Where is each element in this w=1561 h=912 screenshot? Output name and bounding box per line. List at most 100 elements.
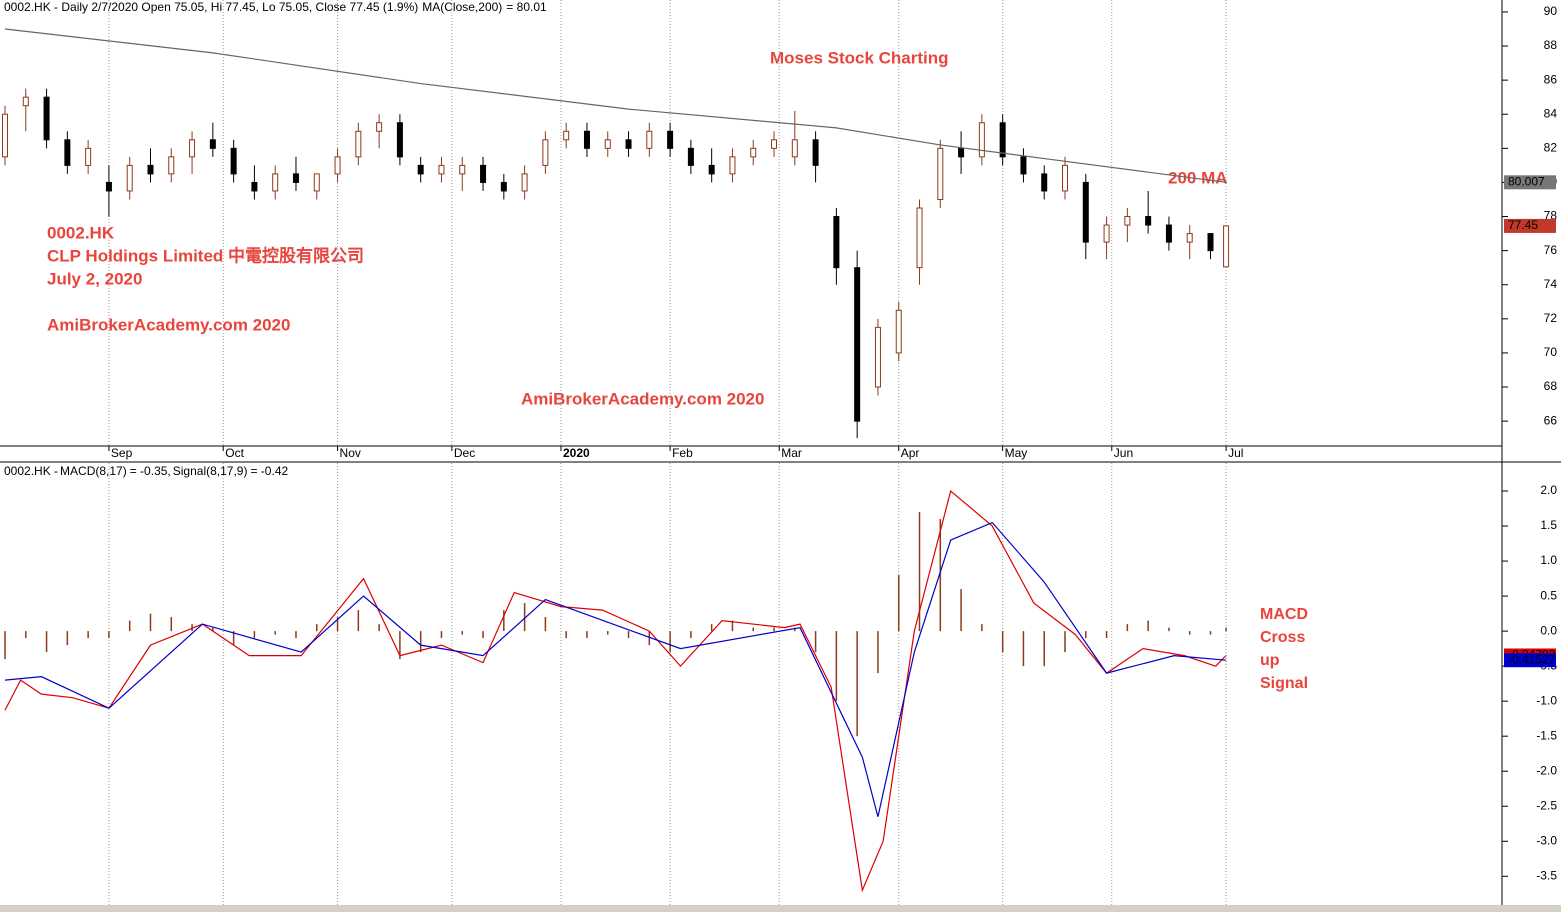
close-last-label-text: 77.45 [1508,218,1538,232]
annotation: up [1260,652,1280,669]
candle-body [230,147,237,175]
candle-body [978,122,985,158]
candle-body [999,122,1006,158]
candle-body [667,130,674,149]
candle-body [272,173,279,192]
candle-body [43,96,50,141]
y-tick-label: -2.0 [1536,763,1557,777]
candle-body [355,130,362,158]
candle-body [376,122,383,132]
annotation: CLP Holdings Limited 中電控股有限公司 [47,245,364,265]
x-tick-label: Dec [454,446,475,460]
candle-body [1103,224,1110,243]
y-tick-label: 72 [1544,311,1558,325]
candle-body [1223,225,1230,268]
candle-body [583,130,590,149]
x-tick-label: Nov [340,446,361,460]
annotation: Moses Stock Charting [770,48,949,67]
candle-body [646,130,653,149]
candle-body [168,156,175,175]
candle-body [2,113,8,158]
last-value-label-text: -0.41527 [1508,652,1556,666]
y-tick-label: 90 [1544,4,1558,18]
annotation: MACD [1260,606,1308,623]
chart-title: 0002.HK - Daily 2/7/2020 Open 75.05, Hi … [4,0,418,14]
y-tick-label: 66 [1544,413,1558,427]
legend-value: = -0.35, [130,464,171,478]
candle-body [625,139,632,149]
x-tick-label: 2020 [563,446,590,460]
candle-body [687,147,694,166]
macd-line [4,521,1227,817]
candle-body [1082,181,1089,243]
candle-body [812,139,819,166]
candle-body [126,164,133,192]
y-tick-label: -3.5 [1536,868,1557,882]
annotation: 200 MA [1168,168,1228,187]
candle-body [750,147,757,158]
legend-entry: MA(Close,200) [422,0,502,14]
y-tick-label: 2.0 [1540,483,1557,497]
candle-body [874,326,881,388]
annotation: Signal [1260,675,1308,692]
y-tick-label: 1.5 [1540,518,1557,532]
ma-last-label-text: 80.007 [1508,174,1545,188]
candle-body [64,139,71,166]
candle-body [1165,224,1172,243]
y-tick-label: 84 [1544,106,1558,120]
candle-body [937,147,944,200]
candle-body [1020,156,1027,175]
candle-body [729,156,736,175]
x-tick-label: Apr [901,446,920,460]
sheet-tabs[interactable] [0,905,1561,912]
y-tick-label: 0.0 [1540,623,1557,637]
macd-line [4,489,1227,893]
candle-body [147,164,154,175]
y-tick-label: 82 [1544,141,1558,155]
candle-body [209,139,216,149]
legend-value: = -0.42 [250,464,288,478]
annotation: AmiBrokerAcademy.com 2020 [47,315,290,334]
candle-body [292,173,299,183]
candle-body [334,156,341,175]
x-tick-label: Jul [1228,446,1243,460]
y-tick-label: 88 [1544,38,1558,52]
x-tick-label: May [1005,446,1028,460]
candle-body [313,173,320,192]
y-tick-label: 1.0 [1540,553,1557,567]
candle-body [438,164,445,175]
y-tick-label: -2.5 [1536,798,1557,812]
y-tick-label: -1.5 [1536,728,1557,742]
candle-body [604,139,611,149]
chart-title: 0002.HK - [4,464,58,478]
annotation: 0002.HK [47,223,115,242]
x-tick-label: Jun [1114,446,1133,460]
candle-body [85,147,92,166]
x-tick-label: Sep [111,446,133,460]
candle-body [1186,233,1193,243]
x-tick-label: Feb [672,446,693,460]
candle-body [1124,216,1131,226]
annotation: July 2, 2020 [47,269,142,288]
candle-body [417,164,424,175]
legend-entry: Signal(8,17,9) [173,464,248,478]
candle-body [791,139,798,158]
candle-body [500,181,507,192]
y-tick-label: 70 [1544,345,1558,359]
candle-body [459,164,466,175]
candle-body [1062,164,1069,192]
y-tick-label: 74 [1544,277,1558,291]
annotation: AmiBrokerAcademy.com 2020 [521,389,764,408]
candle-body [916,207,923,269]
x-tick-label: Oct [225,446,244,460]
candle-body [854,267,861,422]
y-tick-label: -1.0 [1536,693,1557,707]
y-tick-label: 76 [1544,243,1558,257]
candle-body [22,96,29,107]
candle-body [105,181,112,192]
candle-body [396,122,403,158]
candle-body [708,164,715,175]
candle-body [958,147,965,158]
